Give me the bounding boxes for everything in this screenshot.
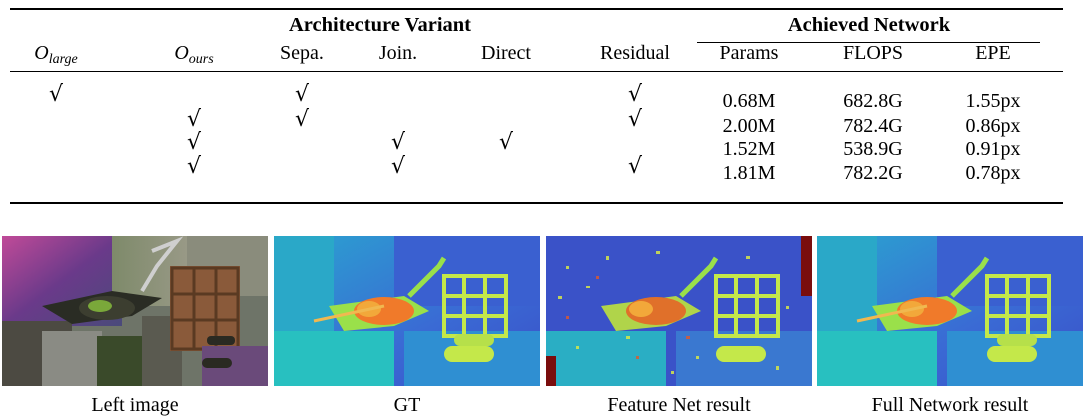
col-residual: Residual: [600, 42, 670, 64]
gt-disparity-panel: [274, 236, 540, 386]
check-o-ours-row-3: √: [186, 130, 202, 155]
col-o-large-base: O: [34, 42, 49, 64]
header-achieved-network: Achieved Network: [787, 14, 951, 36]
header-achieved-underline: [697, 42, 1040, 43]
left-image-panel: [2, 236, 268, 386]
caption-left-image: Left image: [91, 394, 179, 416]
cell-flops-row-4: 782.2G: [843, 162, 903, 184]
cell-epe-row-3: 0.91px: [965, 138, 1021, 160]
check-o-ours-row-4: √: [186, 154, 202, 179]
cell-epe-row-4: 0.78px: [965, 162, 1021, 184]
check-direct-row-3: √: [498, 130, 514, 155]
check-o-ours-row-2: √: [186, 107, 202, 132]
col-o-ours-base: O: [174, 42, 189, 64]
full-network-disparity-map: [817, 236, 1083, 386]
header-bottom-rule: [10, 71, 1063, 72]
col-join: Join.: [378, 42, 418, 64]
left-image-scene: [2, 236, 268, 386]
cell-params-row-1: 0.68M: [722, 90, 776, 112]
col-sepa: Sepa.: [280, 42, 324, 64]
check-residual-row-4: √: [627, 154, 643, 179]
cell-flops-row-2: 782.4G: [843, 115, 903, 137]
col-params: Params: [719, 42, 779, 64]
check-residual-row-2: √: [627, 107, 643, 132]
cell-flops-row-1: 682.8G: [843, 90, 903, 112]
gt-disparity-map: [274, 236, 540, 386]
check-sepa-row-2: √: [294, 107, 310, 132]
check-residual-row-1: √: [627, 82, 643, 107]
col-o-ours-sub: ours: [188, 52, 214, 67]
header-architecture-variant: Architecture Variant: [288, 14, 472, 36]
feature-net-disparity-map: [546, 236, 812, 386]
cell-epe-row-2: 0.86px: [965, 115, 1021, 137]
check-join-row-4: √: [390, 154, 406, 179]
col-epe: EPE: [975, 42, 1011, 64]
check-o-large-row-1: √: [48, 82, 64, 107]
col-o-ours: Oours: [174, 42, 213, 71]
cell-flops-row-3: 538.9G: [843, 138, 903, 160]
cell-params-row-4: 1.81M: [722, 162, 776, 184]
caption-full-network-result: Full Network result: [871, 394, 1029, 416]
cell-params-row-2: 2.00M: [722, 115, 776, 137]
col-flops: FLOPS: [842, 42, 904, 64]
feature-net-result-panel: [546, 236, 812, 386]
col-o-large-sub: large: [48, 52, 78, 67]
caption-gt: GT: [393, 394, 421, 416]
col-o-large: Olarge: [34, 42, 78, 71]
cell-params-row-3: 1.52M: [722, 138, 776, 160]
cell-epe-row-1: 1.55px: [965, 90, 1021, 112]
check-sepa-row-1: √: [294, 82, 310, 107]
col-direct: Direct: [481, 42, 531, 64]
table-top-rule: [10, 8, 1063, 10]
table-bottom-rule: [10, 202, 1063, 204]
full-network-result-panel: [817, 236, 1083, 386]
caption-feature-net-result: Feature Net result: [607, 394, 751, 416]
check-join-row-3: √: [390, 130, 406, 155]
